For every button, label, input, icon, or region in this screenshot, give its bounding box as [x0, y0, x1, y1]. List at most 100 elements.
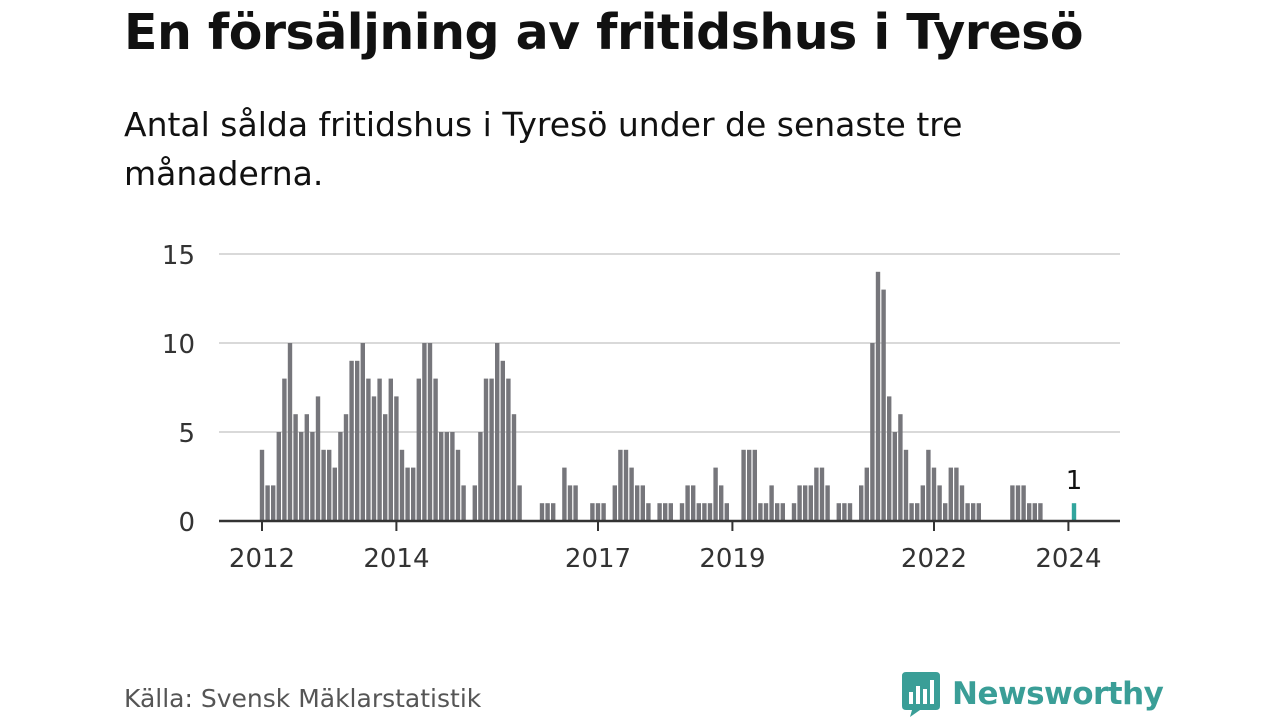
- bar: [719, 485, 724, 521]
- brand-logo: Newsworthy: [900, 670, 1164, 718]
- bar: [551, 503, 556, 521]
- bar: [769, 485, 774, 521]
- bar: [847, 503, 853, 521]
- chart-subtitle: Antal sålda fritidshus i Tyresö under de…: [124, 105, 963, 193]
- x-tick-label: 2014: [363, 544, 429, 574]
- bar: [635, 485, 640, 521]
- bar: [416, 378, 421, 521]
- bar: [842, 503, 847, 521]
- y-tick-label: 10: [162, 330, 195, 360]
- bar: [388, 378, 393, 521]
- bar: [489, 378, 494, 521]
- y-tick-label: 0: [178, 508, 195, 538]
- bar: [668, 503, 673, 521]
- bar: [461, 485, 466, 521]
- bar: [427, 343, 433, 521]
- y-tick-label: 5: [178, 419, 195, 449]
- bar: [909, 503, 914, 521]
- bar: [360, 343, 365, 521]
- bar: [567, 485, 573, 521]
- x-tick-label: 2017: [565, 544, 631, 574]
- bar: [640, 485, 645, 521]
- bar: [478, 432, 483, 521]
- bar: [859, 485, 864, 521]
- bar: [948, 467, 953, 521]
- bar: [366, 378, 371, 521]
- bar: [444, 432, 449, 521]
- bar: [383, 414, 388, 521]
- bar: [1010, 485, 1015, 521]
- bar: [758, 503, 763, 521]
- bar: [713, 467, 718, 521]
- bar: [343, 414, 349, 521]
- bar: [455, 449, 461, 521]
- highlight-value-label: 1: [1066, 466, 1083, 496]
- bar: [954, 467, 959, 521]
- bar: [411, 467, 416, 521]
- bar: [573, 485, 578, 521]
- bar: [663, 503, 668, 521]
- bar: [1027, 503, 1032, 521]
- bar: [870, 343, 875, 521]
- bar: [299, 432, 304, 521]
- bar: [943, 503, 948, 521]
- bar: [399, 449, 405, 521]
- bar: [791, 503, 797, 521]
- bar: [315, 396, 321, 521]
- bar: [371, 396, 377, 521]
- bar: [797, 485, 802, 521]
- bar: [618, 449, 623, 521]
- bar: [763, 503, 769, 521]
- bar: [349, 360, 354, 521]
- bar: [623, 449, 629, 521]
- bar-chart: 0 5 10 15 2012 2014 2017 2019 2022 2024 1: [162, 241, 1120, 574]
- bar: [450, 432, 455, 521]
- bar: [920, 485, 925, 521]
- bar: [808, 485, 813, 521]
- bar: [685, 485, 690, 521]
- bar: [629, 467, 634, 521]
- bar: [562, 467, 567, 521]
- bar: [1021, 485, 1026, 521]
- x-tick-label: 2024: [1035, 544, 1101, 574]
- bar: [276, 432, 281, 521]
- bar: [601, 503, 606, 521]
- bar: [892, 432, 897, 521]
- bar: [495, 343, 500, 521]
- x-tick-label: 2022: [901, 544, 967, 574]
- bar: [506, 378, 511, 521]
- bar: [355, 360, 360, 521]
- bar: [517, 485, 522, 521]
- source-note: Källa: Svensk Mäklarstatistik: [124, 684, 482, 713]
- brand-name: Newsworthy: [952, 676, 1164, 712]
- bar: [595, 503, 601, 521]
- bar: [875, 271, 881, 521]
- bar: [282, 378, 287, 521]
- bar: [903, 449, 909, 521]
- bar: [965, 503, 970, 521]
- bar: [819, 467, 825, 521]
- bar: [377, 378, 382, 521]
- bar: [752, 449, 757, 521]
- bar: [747, 449, 752, 521]
- x-tick-label: 2012: [229, 544, 295, 574]
- bar: [646, 503, 651, 521]
- bar: [321, 449, 326, 521]
- bar: [741, 449, 746, 521]
- bar: [1015, 485, 1021, 521]
- bar: [679, 503, 685, 521]
- bar: [287, 343, 293, 521]
- bar: [775, 503, 780, 521]
- bar: [539, 503, 545, 521]
- bar: [265, 485, 270, 521]
- bar: [405, 467, 410, 521]
- bar: [864, 467, 869, 521]
- bar: [422, 343, 427, 521]
- bar: [590, 503, 595, 521]
- bar: [511, 414, 517, 521]
- bar: [887, 396, 892, 521]
- newsworthy-logo-icon: [902, 672, 940, 717]
- bar: [612, 485, 617, 521]
- bar: [691, 485, 696, 521]
- bar: [959, 485, 965, 521]
